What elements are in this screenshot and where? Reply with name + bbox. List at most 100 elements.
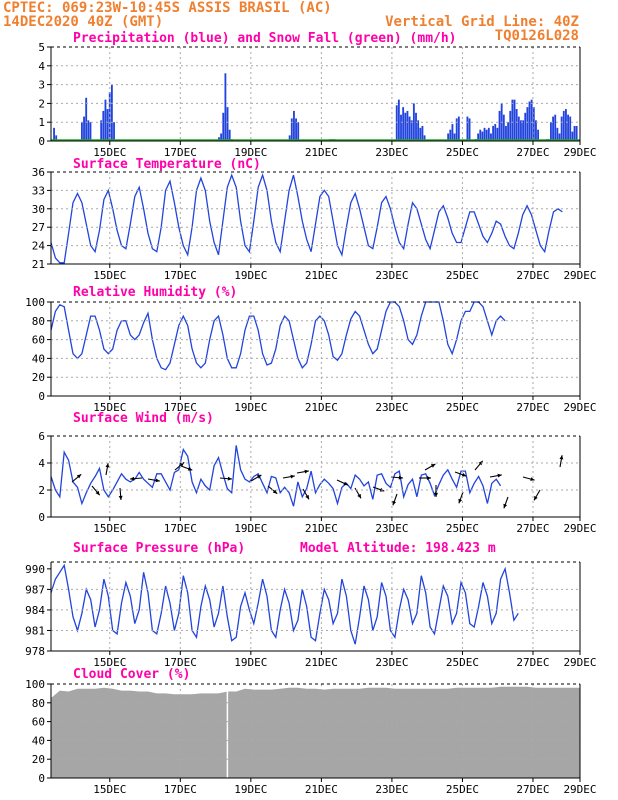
x-tick-label: 17DEC <box>164 783 197 796</box>
precip-bar <box>560 116 563 141</box>
precip-bar <box>220 133 223 141</box>
precip-bar <box>226 107 229 141</box>
y-tick-label: 30 <box>32 203 45 216</box>
precip-bar <box>528 101 531 141</box>
precip-bar <box>87 120 90 141</box>
precip-bar <box>481 131 484 141</box>
precip-bar <box>562 110 565 141</box>
y-tick-label: 0 <box>38 772 45 785</box>
precip-bar <box>496 127 499 141</box>
temp-line <box>50 172 563 264</box>
precip-bar <box>483 127 486 141</box>
precip-bar <box>535 120 537 141</box>
y-tick-label: 33 <box>32 184 45 197</box>
x-tick-label: 19DEC <box>234 401 267 414</box>
x-tick-label: 15DEC <box>93 656 126 669</box>
x-tick-label: 19DEC <box>234 656 267 669</box>
precip-bar <box>498 110 501 141</box>
y-tick-label: 80 <box>32 697 45 710</box>
precip-bar <box>573 125 576 141</box>
precip-bar <box>511 99 514 141</box>
precip-bar <box>466 116 469 141</box>
x-tick-label: 19DEC <box>234 522 267 535</box>
header: CPTEC: 069:23W-10:45S ASSIS BRASIL (AC) … <box>3 0 579 44</box>
x-tick-label: 21DEC <box>305 269 338 282</box>
x-tick-label: 29DEC <box>563 269 596 282</box>
y-tick-label: 60 <box>32 716 45 729</box>
precip-bar <box>530 99 533 141</box>
pres-line <box>50 563 519 645</box>
x-tick-label: 23DEC <box>375 146 408 159</box>
wind-arrow <box>522 476 535 481</box>
precip-bar <box>402 107 405 141</box>
station-header: CPTEC: 069:23W-10:45S ASSIS BRASIL (AC) <box>3 0 332 16</box>
precip-bar <box>228 129 231 141</box>
precip-bar <box>421 125 424 141</box>
precip-bar <box>569 116 572 141</box>
rh-line <box>50 301 506 371</box>
precip-bar <box>537 129 540 141</box>
x-tick-label: 19DEC <box>234 146 267 159</box>
precip-bar <box>455 118 458 141</box>
y-tick-label: 6 <box>38 430 45 443</box>
x-tick-label: 17DEC <box>164 269 197 282</box>
wind-title: Surface Wind (m/s) <box>73 411 214 426</box>
precip-bar <box>55 135 58 141</box>
wind-arrow <box>174 461 185 471</box>
precip-bar <box>106 109 109 141</box>
precip-bar <box>288 135 291 141</box>
precip-bar <box>406 110 409 141</box>
precip-bar <box>502 114 505 141</box>
wind-arrow <box>533 489 541 501</box>
x-tick-label: 29DEC <box>563 401 596 414</box>
precip-bar <box>509 110 512 141</box>
x-tick-label: 21DEC <box>305 146 338 159</box>
x-tick-label: 25DEC <box>446 783 479 796</box>
x-tick-label: 29DEC <box>563 656 596 669</box>
x-tick-label: 25DEC <box>446 522 479 535</box>
grid-line-header: Vertical Grid Line: 40Z <box>385 14 579 30</box>
wind-arrow <box>91 485 101 496</box>
precip-bar <box>53 127 55 141</box>
wind-arrow <box>147 478 160 483</box>
x-tick-label: 23DEC <box>375 783 408 796</box>
x-tick-label: 29DEC <box>563 146 596 159</box>
precip-bar <box>520 120 522 141</box>
wind-arrow <box>296 469 309 474</box>
precip-bar <box>492 125 495 141</box>
x-tick-label: 27DEC <box>516 783 549 796</box>
precip-bar <box>457 116 460 141</box>
precip-bar <box>395 105 398 141</box>
precip-bar <box>293 110 295 141</box>
y-tick-label: 0 <box>38 135 45 148</box>
wind-arrow <box>458 491 464 504</box>
precip-bar <box>419 127 422 141</box>
rh-panel: 0 20 40 60 80 100 15DEC 17DEC 19DEC 21DEC 23DEC 25D… <box>25 285 596 414</box>
precip-bar <box>526 107 529 141</box>
precip-bar <box>477 133 480 141</box>
x-tick-label: 23DEC <box>375 401 408 414</box>
pres-panel: 978 981 984 987 990 15DEC 17DEC 19DEC 21DEC 23DEC… <box>25 541 596 669</box>
x-tick-label: 27DEC <box>516 269 549 282</box>
x-tick-label: 25DEC <box>446 269 479 282</box>
x-tick-label: 21DEC <box>305 656 338 669</box>
precip-bar <box>575 125 578 141</box>
wind-arrow <box>559 455 564 468</box>
y-tick-label: 990 <box>25 563 45 576</box>
y-tick-label: 2 <box>38 484 45 497</box>
precip-bar <box>507 122 510 141</box>
precip-bar <box>490 133 492 141</box>
precip-bar <box>522 120 525 141</box>
y-tick-label: 3 <box>38 79 45 92</box>
x-tick-label: 21DEC <box>305 401 338 414</box>
temp-title: Surface Temperature (nC) <box>73 157 261 172</box>
precip-bar <box>567 114 569 141</box>
precip-bar <box>218 137 220 141</box>
precip-bar <box>479 129 482 141</box>
precip-bar <box>524 112 527 141</box>
cloud-title: Cloud Cover (%) <box>73 667 190 682</box>
y-tick-label: 27 <box>32 221 45 234</box>
x-tick-label: 27DEC <box>516 401 549 414</box>
precip-bar <box>447 133 450 141</box>
